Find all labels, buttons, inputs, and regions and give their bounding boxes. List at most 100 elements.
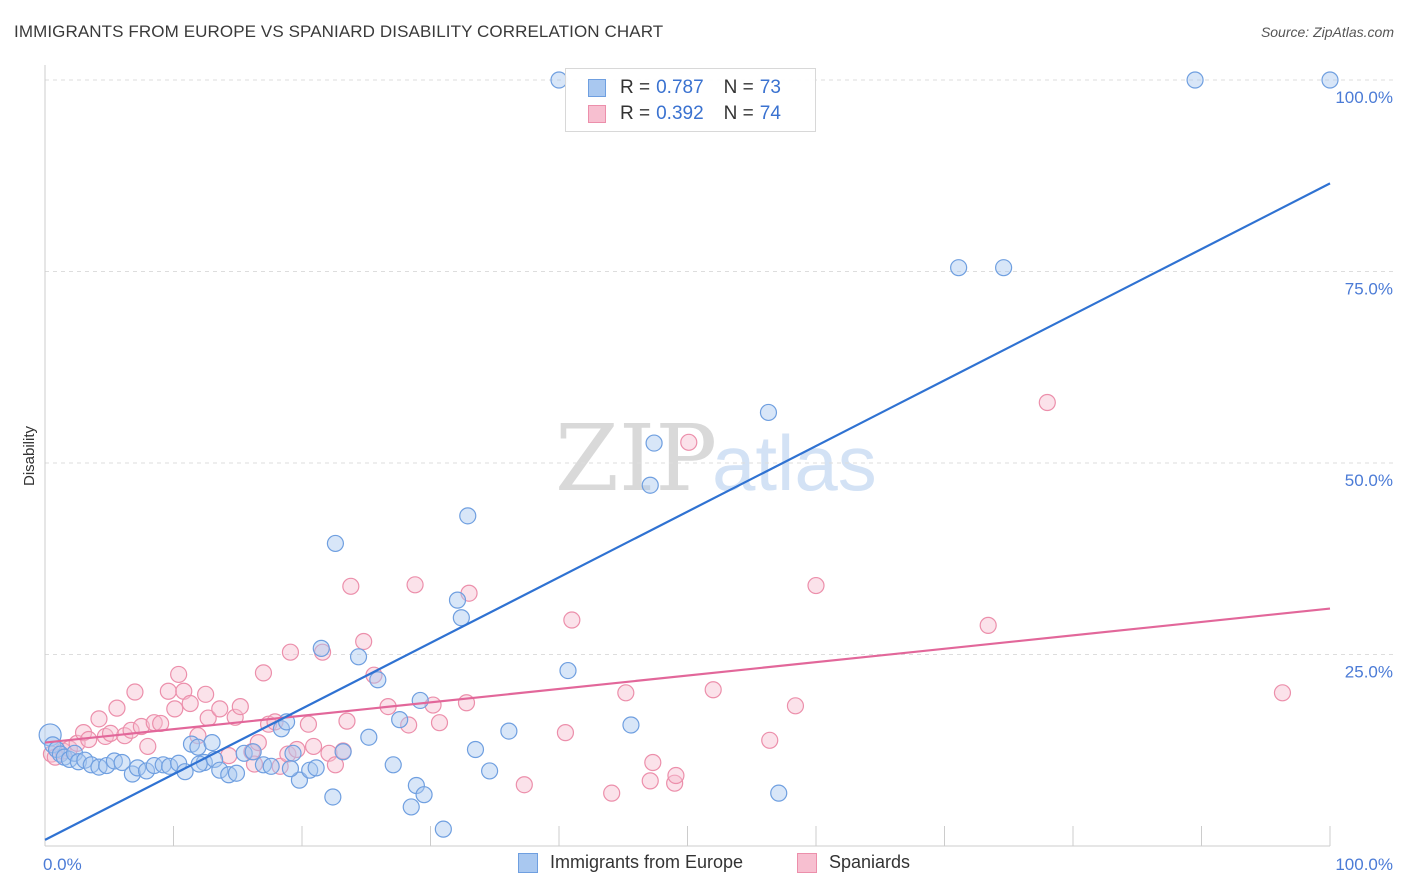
immigrants-point	[360, 728, 378, 746]
spaniards-point	[139, 737, 157, 756]
spaniards-point	[556, 724, 575, 742]
spaniards-point	[338, 712, 356, 730]
spaniards-point	[667, 766, 685, 785]
legend-n-label: N =	[723, 103, 754, 124]
immigrants-point	[65, 744, 84, 762]
legend-r-label: R =	[620, 103, 651, 124]
spaniards-point	[326, 756, 345, 774]
tick-labels: 25.0% 50.0% 75.0% 100.0% 0.0% 100.0%	[43, 88, 1393, 874]
immigrants-point	[448, 591, 467, 609]
spaniards-point	[181, 694, 199, 713]
spaniards-points	[42, 393, 1292, 802]
spaniards-point	[617, 684, 635, 702]
axes	[44, 65, 1331, 847]
spaniards-point	[515, 776, 533, 794]
watermark-atlas: atlas	[712, 419, 877, 507]
spaniards-point	[279, 745, 297, 763]
immigrants-point	[1321, 71, 1339, 89]
legend-item-spaniards[interactable]: Spaniards	[797, 852, 910, 873]
immigrants-point	[402, 798, 420, 816]
immigrants-point	[415, 786, 433, 804]
immigrants-point	[113, 753, 131, 772]
x-tick-label-max: 100.0%	[1335, 855, 1393, 874]
immigrants-point	[349, 648, 368, 666]
immigrants-trend-line	[44, 182, 1331, 841]
spaniards-point	[159, 682, 177, 700]
immigrants-point	[559, 661, 577, 680]
immigrants-point	[759, 403, 778, 422]
immigrants-point	[128, 759, 147, 777]
immigrants-point	[284, 744, 302, 762]
legend-swatch-blue	[518, 852, 538, 873]
spaniards-point	[1273, 684, 1292, 702]
spaniards-point	[231, 697, 249, 716]
immigrants-point	[307, 759, 325, 777]
immigrants-point	[466, 740, 485, 759]
immigrants-point	[326, 534, 345, 553]
spaniards-point	[704, 681, 722, 699]
spaniards-point	[126, 683, 144, 701]
immigrants-point	[161, 757, 179, 775]
immigrants-point	[391, 711, 409, 729]
immigrants-point	[244, 743, 262, 761]
spaniards-point	[786, 697, 805, 715]
spaniards-point	[761, 731, 779, 749]
spaniards-point	[90, 710, 108, 728]
immigrants-point	[369, 671, 387, 689]
spaniards-point	[166, 700, 184, 718]
spaniards-point	[680, 433, 698, 451]
legend-r-value: 0.392	[656, 103, 704, 124]
immigrants-point	[69, 753, 88, 771]
spaniards-point	[603, 784, 621, 802]
spaniards-point	[355, 632, 373, 651]
watermark: ZIP atlas	[555, 405, 877, 512]
immigrants-point	[262, 757, 280, 775]
watermark-zip: ZIP	[555, 405, 717, 512]
spaniards-point	[254, 664, 273, 682]
legend-item-immigrants[interactable]: Immigrants from Europe	[518, 852, 743, 873]
spaniards-point	[430, 714, 449, 732]
legend-label-immigrants: Immigrants from Europe	[550, 852, 744, 872]
immigrants-point	[203, 733, 221, 752]
y-axis-title: Disability	[21, 425, 38, 486]
spaniards-point	[400, 716, 418, 734]
spaniards-point	[271, 757, 289, 775]
immigrants-point	[500, 722, 518, 740]
immigrants-point	[290, 771, 309, 789]
legend-n-label: N =	[723, 77, 754, 98]
spaniards-point	[245, 755, 264, 773]
immigrants-point	[481, 762, 499, 780]
immigrants-point	[770, 784, 788, 802]
y-tick-label: 25.0%	[1345, 663, 1393, 682]
chart-title: IMMIGRANTS FROM EUROPE VS SPANIARD DISAB…	[14, 22, 664, 41]
immigrants-point	[452, 609, 470, 627]
legend-swatch-pink	[797, 852, 817, 873]
immigrants-point	[227, 764, 246, 782]
immigrants-point	[995, 259, 1013, 277]
immigrants-point	[1186, 71, 1204, 89]
spaniards-point	[197, 685, 215, 703]
immigrants-point	[622, 716, 640, 734]
legend-r-label: R =	[620, 77, 651, 98]
immigrants-point	[211, 761, 229, 779]
immigrants-point	[641, 476, 659, 494]
y-tick-label: 75.0%	[1345, 280, 1393, 299]
spaniards-point	[211, 700, 229, 718]
spaniards-point	[979, 616, 997, 634]
spaniards-point	[170, 665, 188, 684]
spaniards-point	[563, 611, 581, 629]
y-tick-label: 100.0%	[1335, 88, 1393, 107]
source-credit: Source: ZipAtlas.com	[1260, 24, 1394, 40]
immigrants-point	[312, 639, 330, 657]
spaniards-point	[249, 733, 267, 752]
spaniards-point	[299, 715, 318, 733]
y-tick-label: 50.0%	[1345, 471, 1393, 490]
legend-row-spaniards: R = 0.392 N = 74	[588, 102, 781, 126]
legend-n-value: 73	[759, 77, 781, 98]
trend-lines	[44, 182, 1331, 841]
gridlines	[45, 79, 1395, 655]
immigrants-point	[459, 507, 477, 525]
immigrants-point	[950, 259, 968, 277]
immigrants-point	[434, 820, 452, 838]
immigrants-point	[645, 434, 663, 452]
